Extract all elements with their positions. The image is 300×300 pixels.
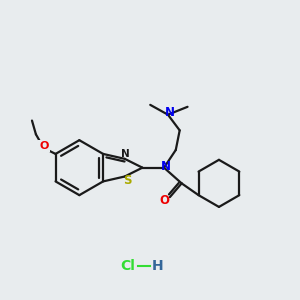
Text: N: N — [165, 106, 175, 119]
Text: O: O — [159, 194, 169, 207]
Text: N: N — [161, 160, 171, 173]
Text: S: S — [123, 174, 132, 187]
Text: N: N — [121, 149, 130, 159]
Text: O: O — [39, 141, 48, 151]
Text: Cl: Cl — [120, 259, 135, 273]
Text: H: H — [152, 259, 164, 273]
